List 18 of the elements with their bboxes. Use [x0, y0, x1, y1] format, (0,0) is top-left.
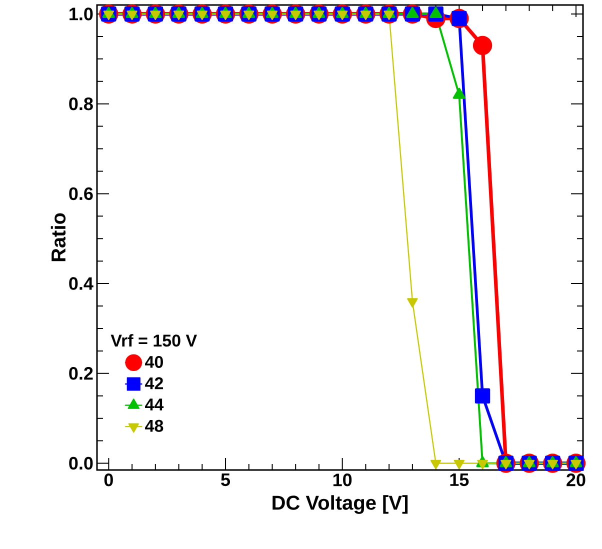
x-tick-label: 10 — [333, 474, 352, 486]
x-tick-label: 20 — [566, 474, 586, 486]
y-tick-label: 0.4 — [69, 277, 94, 290]
x-tick-label: 15 — [450, 474, 469, 486]
y-tick-label: 1.0 — [70, 8, 93, 20]
x-tick-label: 0 — [104, 474, 113, 486]
legend-label: 40 — [145, 356, 163, 368]
y-tick-label: 0.6 — [69, 187, 93, 200]
legend-title: Vrf = 150 V — [110, 334, 197, 347]
x-tick-label: 5 — [221, 474, 230, 486]
legend-label: 42 — [145, 377, 163, 390]
legend-label: 48 — [145, 420, 164, 432]
y-axis-title: Ratio — [50, 213, 66, 262]
legend-label: 44 — [145, 398, 164, 410]
y-tick-label: 0.8 — [69, 97, 93, 110]
x-axis-title: DC Voltage [V] — [272, 495, 408, 514]
y-tick-label: 0.0 — [69, 456, 93, 470]
y-tick-label: 0.2 — [69, 367, 93, 380]
